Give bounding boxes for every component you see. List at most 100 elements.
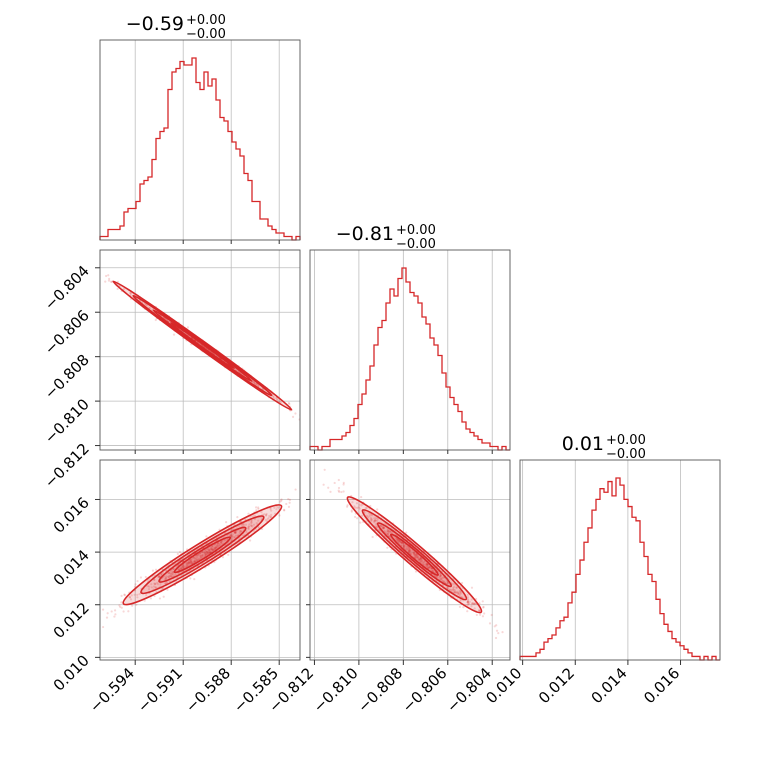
sample-point — [459, 599, 462, 602]
contour-level — [346, 496, 483, 614]
sample-point — [220, 541, 223, 545]
sample-point — [360, 495, 363, 499]
sample-point — [482, 605, 485, 609]
sample-point — [190, 558, 193, 561]
sample-point — [230, 535, 234, 538]
contour-level — [132, 294, 273, 397]
sample-point — [247, 527, 250, 531]
sample-point — [439, 577, 443, 580]
sample-point — [273, 506, 276, 509]
sample-point — [374, 519, 377, 522]
sample-point — [337, 486, 341, 490]
sample-point — [407, 549, 410, 552]
sample-point — [189, 561, 192, 564]
sample-point — [154, 568, 158, 571]
sample-point — [250, 521, 253, 525]
scatter-panel-1-2 — [309, 459, 511, 661]
sample-point — [123, 287, 126, 291]
sample-point — [478, 602, 481, 605]
histogram-steps-0 — [99, 57, 301, 241]
sample-point — [322, 483, 325, 486]
sample-point — [373, 519, 377, 522]
sample-point — [129, 293, 132, 296]
labels-layer: −0.59 +0.00−0.00−0.81 +0.00−0.000.01 +0.00−… — [41, 13, 684, 716]
sample-point — [396, 538, 399, 541]
sample-point — [342, 481, 345, 484]
sample-point — [252, 380, 255, 384]
sample-point — [248, 523, 251, 526]
sample-point — [192, 556, 195, 559]
param-title-2: 0.01 — [562, 433, 604, 455]
sample-point — [153, 594, 156, 598]
sample-point — [214, 546, 218, 549]
sample-point — [200, 556, 203, 559]
sample-point — [269, 515, 272, 518]
sample-point — [219, 544, 222, 547]
contour-level — [376, 522, 453, 588]
histogram-panel-1 — [309, 249, 511, 451]
scatter-panel-0-1 — [80, 249, 301, 451]
sample-point — [213, 546, 216, 549]
sample-point — [160, 573, 163, 577]
sample-point — [134, 583, 137, 586]
sample-point — [376, 508, 379, 511]
panel-frame — [99, 459, 301, 661]
y-tick-label: 0.012 — [50, 599, 93, 642]
sample-point — [396, 538, 400, 541]
sample-point — [203, 551, 206, 554]
sample-point — [440, 577, 443, 581]
sample-point — [389, 530, 392, 534]
sample-point — [217, 542, 220, 545]
sample-point — [156, 583, 160, 586]
sample-point — [218, 543, 221, 546]
sample-point — [373, 517, 376, 520]
sample-point — [154, 586, 157, 589]
sample-point — [413, 553, 416, 556]
sample-point — [190, 561, 193, 564]
sample-point — [452, 588, 455, 591]
sample-point — [235, 534, 238, 537]
sample-point — [470, 598, 473, 601]
sample-point — [118, 604, 121, 607]
scatter-panel-0-2 — [99, 459, 301, 661]
sample-point — [455, 591, 458, 594]
sample-point — [467, 598, 470, 601]
param-title-sub-1: −0.00 — [396, 237, 436, 252]
sample-point — [162, 595, 165, 598]
x-tick-label: −0.808 — [354, 664, 406, 716]
sample-point — [386, 529, 389, 532]
sample-point — [412, 551, 415, 554]
sample-point — [337, 478, 340, 482]
sample-point — [439, 573, 442, 576]
sample-point — [269, 516, 272, 519]
sample-point — [105, 616, 109, 619]
sample-point — [452, 588, 455, 592]
sample-point — [105, 274, 108, 278]
sample-point — [388, 530, 391, 533]
sample-point — [418, 557, 421, 560]
sample-point — [80, 257, 82, 259]
sample-point — [466, 596, 470, 599]
sample-point — [354, 506, 357, 509]
sample-point — [270, 513, 273, 516]
sample-point — [386, 530, 389, 534]
sample-point — [475, 613, 478, 617]
sample-point — [458, 589, 461, 592]
sample-point — [164, 577, 167, 580]
sample-point — [439, 575, 442, 578]
sample-point — [399, 540, 402, 543]
y-tick-label: −0.812 — [41, 440, 93, 492]
sample-point — [460, 595, 463, 599]
sample-point — [386, 546, 389, 549]
sample-point — [478, 609, 481, 612]
sample-point — [150, 583, 153, 586]
sample-point — [209, 548, 212, 551]
contour-level — [140, 515, 265, 595]
sample-point — [207, 550, 210, 553]
sample-point — [272, 395, 275, 398]
sample-point — [172, 333, 176, 336]
sample-point — [403, 545, 406, 548]
sample-point — [139, 576, 143, 579]
sample-point — [455, 586, 459, 589]
sample-point — [157, 575, 160, 579]
